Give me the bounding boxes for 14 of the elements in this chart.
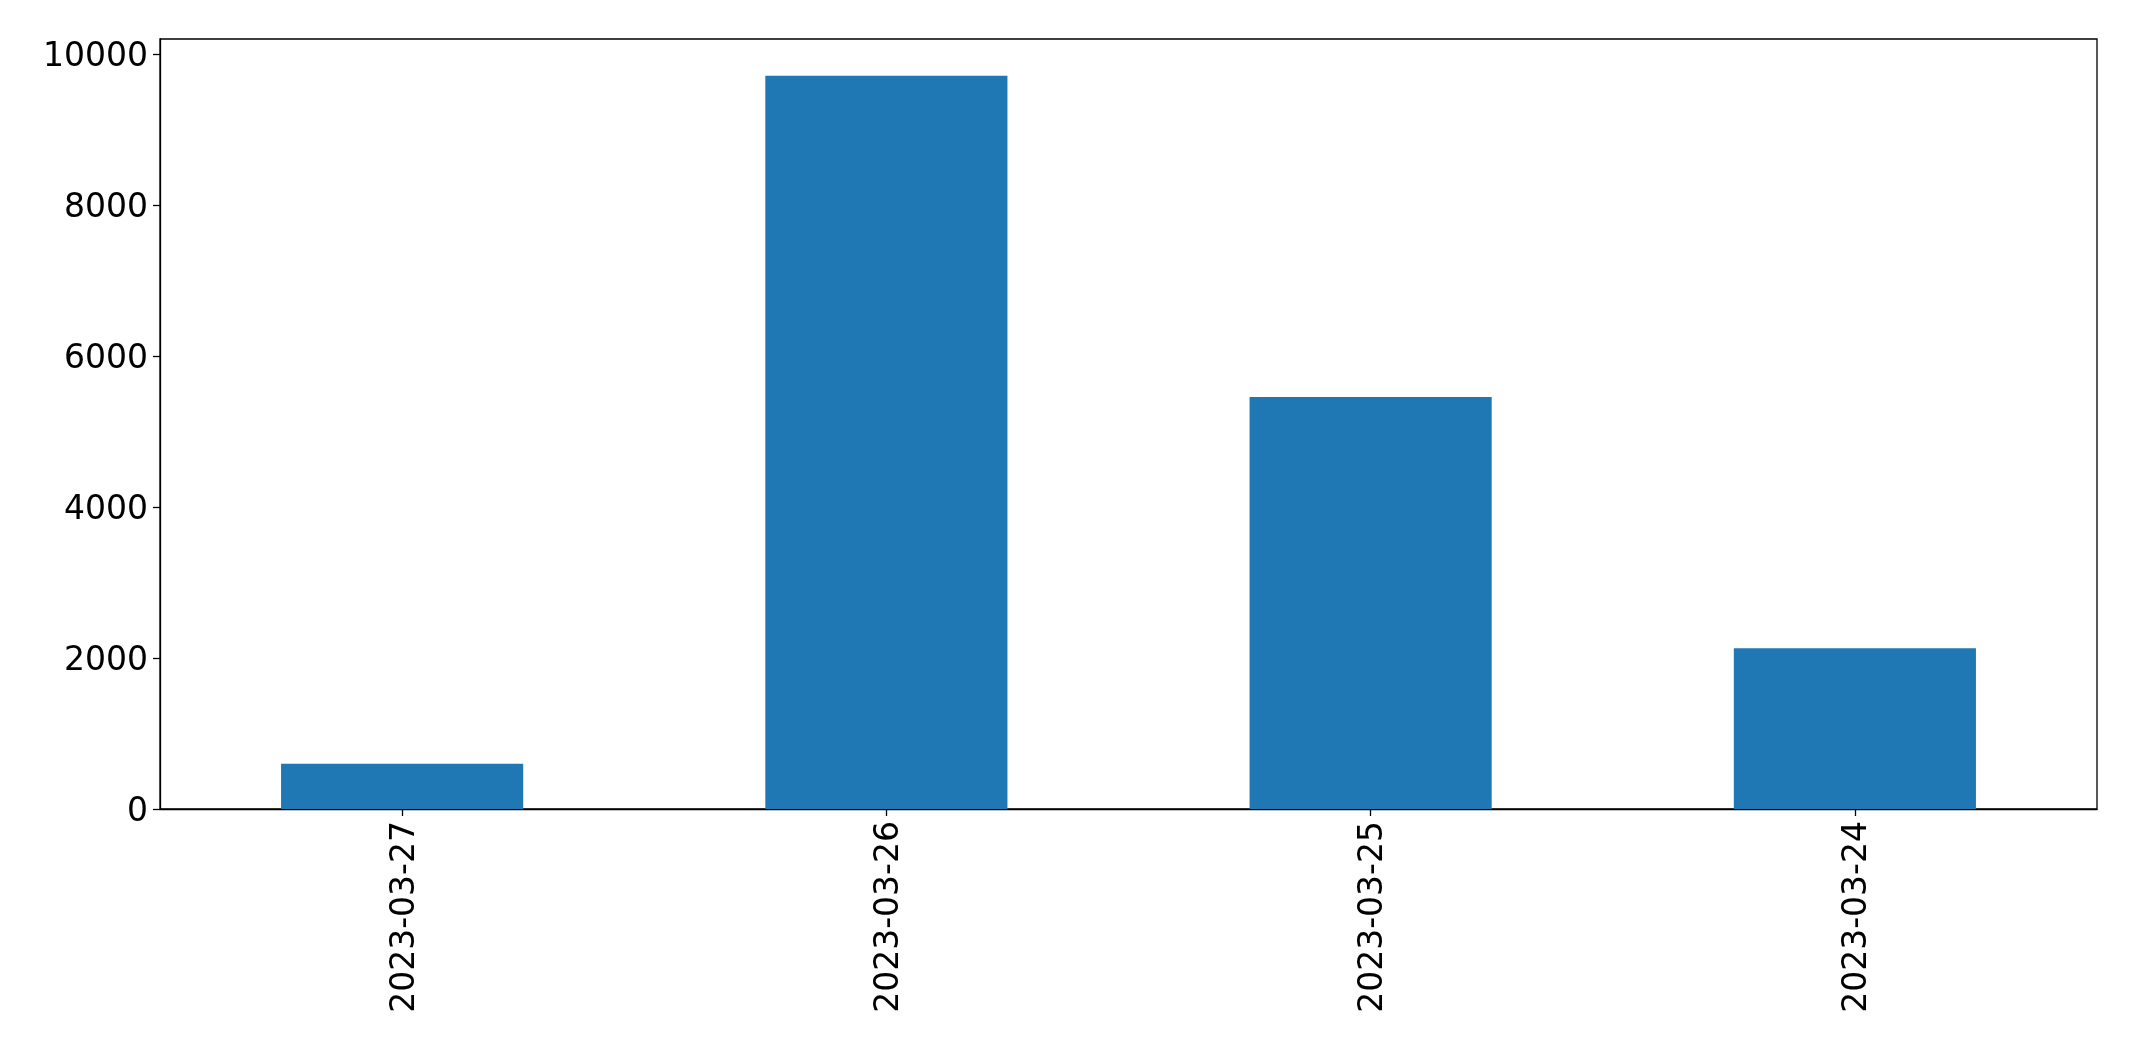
y-tick-label: 0 bbox=[127, 789, 148, 829]
bar bbox=[1249, 397, 1492, 809]
x-tick-label: 2023-03-25 bbox=[1351, 821, 1391, 1013]
y-tick-label: 2000 bbox=[64, 638, 148, 678]
y-tick-label: 10000 bbox=[43, 35, 148, 75]
x-tick-label: 2023-03-27 bbox=[382, 821, 422, 1013]
bar bbox=[765, 75, 1008, 809]
bar bbox=[281, 763, 524, 809]
x-tick-label: 2023-03-24 bbox=[1835, 821, 1875, 1013]
y-tick-label: 6000 bbox=[64, 336, 148, 376]
y-tick-label: 8000 bbox=[64, 185, 148, 225]
y-tick-label: 4000 bbox=[64, 487, 148, 527]
bar bbox=[1733, 648, 1976, 809]
x-tick-label: 2023-03-26 bbox=[866, 821, 906, 1013]
